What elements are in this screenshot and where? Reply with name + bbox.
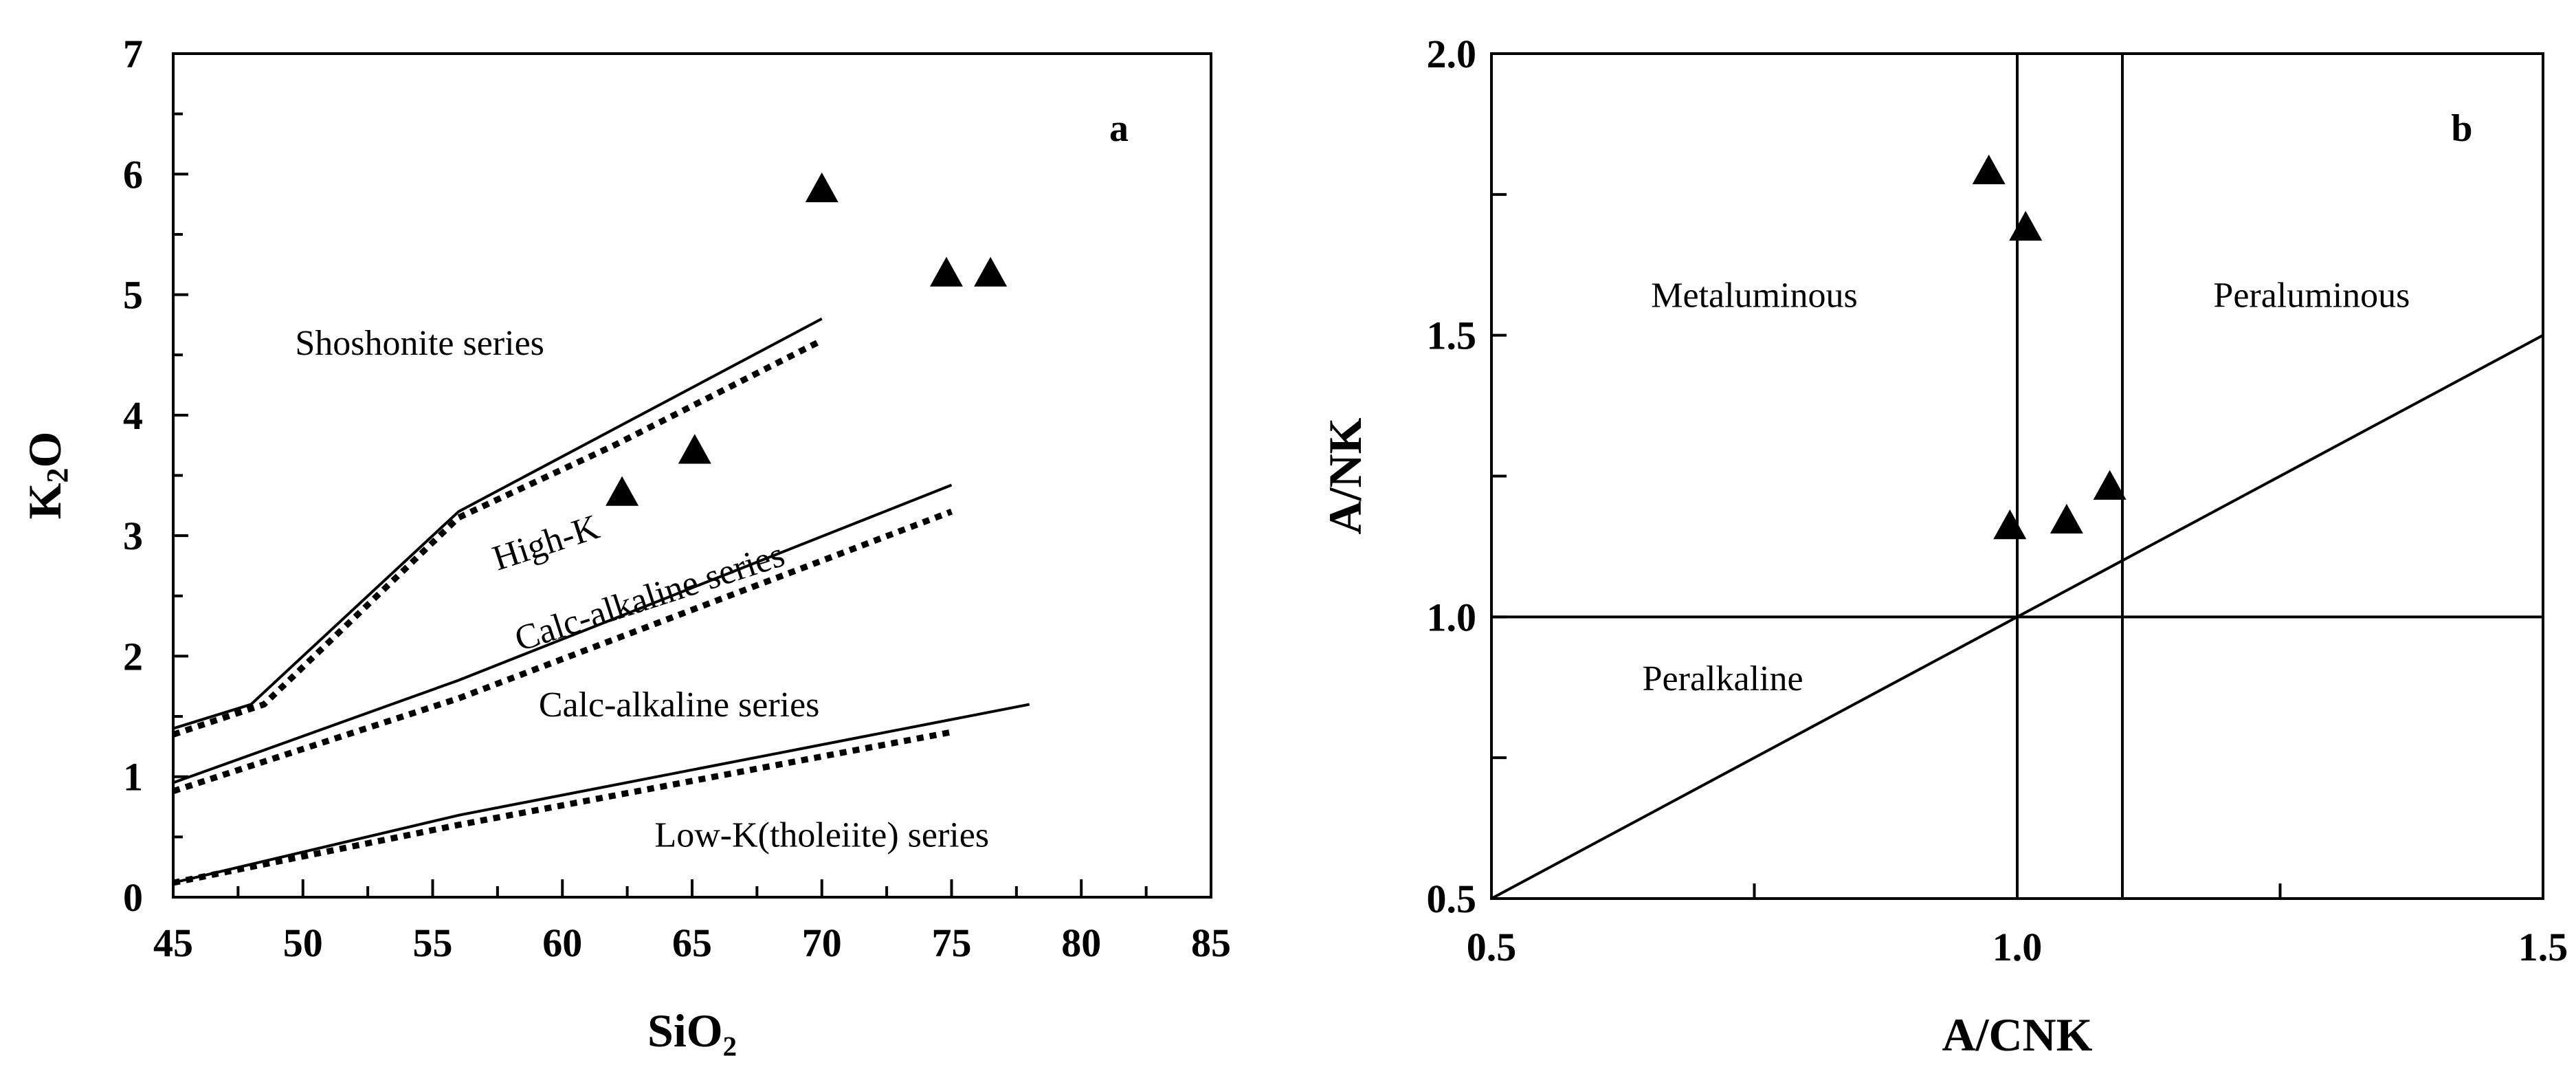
data-point [974, 256, 1008, 287]
data-point [2009, 210, 2043, 241]
field-label: High-K [488, 507, 604, 578]
y-tick-label: 1.0 [1427, 595, 1477, 639]
x-tick-label: 45 [153, 921, 193, 965]
field-label: Peralkaline [1643, 659, 1803, 698]
highk-calcalkaline-boundary [173, 483, 953, 784]
y-tick-label: 0 [123, 875, 143, 920]
x-tick-label: 80 [1061, 921, 1101, 965]
data-point [2050, 503, 2083, 534]
y-axis-title: A/NK [1319, 417, 1371, 534]
x-axis-title: SiO₂ [647, 1004, 737, 1057]
field-label: Peraluminous [2213, 276, 2410, 316]
x-tick-label: 70 [802, 921, 842, 965]
x-tick-label: 0.5 [1467, 925, 1517, 969]
shoshonite-highk-boundary-alt [172, 338, 823, 738]
field-label: Low-K(tholeiite) series [654, 815, 989, 855]
panel-letter-a: a [1109, 107, 1129, 150]
y-axis-title-o: O [19, 432, 71, 468]
y-tick-label: 5 [123, 273, 143, 318]
y-tick-label: 1.5 [1427, 314, 1477, 358]
field-label: Calc-alkaline series [539, 685, 820, 725]
x-tick-label: 1.5 [2518, 925, 2568, 969]
y-tick-label: 0.5 [1427, 877, 1477, 921]
x-tick-label: 1.0 [1992, 925, 2043, 969]
x-tick-label: 75 [932, 921, 972, 965]
data-point [1993, 509, 2027, 540]
diagonal-acnk-equals-ank [1491, 333, 2544, 900]
x-tick-label: 50 [283, 921, 323, 965]
calcalkaline-lowk-boundary-alt [173, 729, 953, 886]
data-point [606, 476, 639, 506]
y-tick-label: 7 [123, 32, 143, 76]
panel-letter-b: b [2451, 107, 2472, 150]
y-axis-title: K2O [19, 432, 74, 520]
field-label: Shoshonite series [295, 324, 544, 363]
data-point [1972, 154, 2006, 185]
data-point [805, 172, 839, 203]
y-tick-label: 3 [123, 514, 143, 558]
data-point [2093, 470, 2127, 500]
y-axis-title-k: K [19, 483, 71, 519]
panel-b-ank-vs-acnk: 0.5 1.0 1.5 0.5 1.0 1.5 2.0 A/CNK A/NK b Metalumin… [1319, 32, 2568, 1061]
data-point [678, 434, 711, 464]
y-axis-title-subscript: 2 [41, 468, 74, 483]
shoshonite-highk-boundary [173, 317, 823, 730]
panel-a-k2o-vs-sio2: 45 50 55 60 65 70 75 80 8501234567SiO₂K2OaShosho… [19, 32, 1231, 1057]
data-point [929, 256, 963, 287]
y-tick-label: 1 [123, 755, 143, 800]
x-tick-label: 65 [672, 921, 712, 965]
x-tick-label: 60 [542, 921, 582, 965]
y-tick-label: 6 [123, 152, 143, 197]
y-tick-label: 4 [123, 393, 143, 438]
x-axis-title: A/CNK [1942, 1009, 2092, 1061]
x-tick-label: 55 [413, 921, 453, 965]
y-tick-label: 2 [123, 634, 143, 679]
calcalkaline-lowk-boundary [173, 703, 1030, 884]
x-tick-label: 85 [1191, 921, 1231, 965]
y-tick-label: 2.0 [1427, 32, 1477, 76]
field-label: Metaluminous [1651, 276, 1857, 316]
